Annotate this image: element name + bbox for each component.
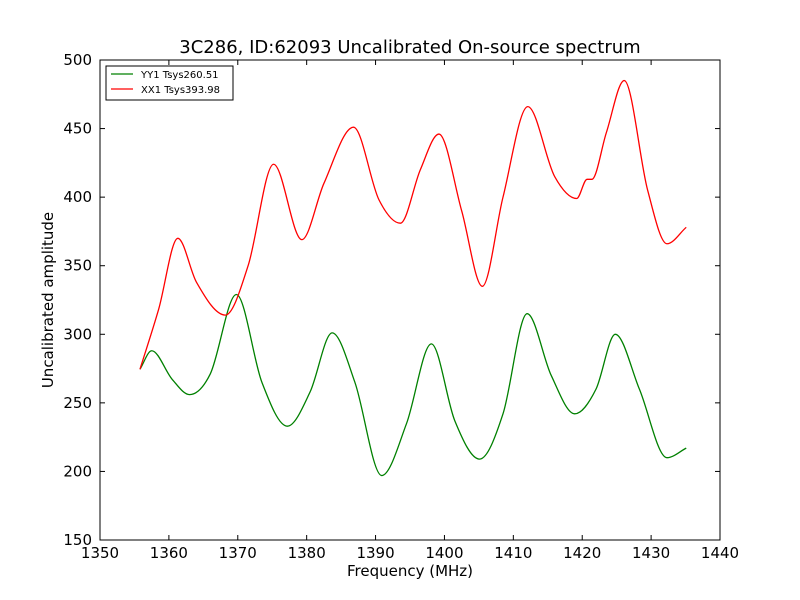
x-tick-label: 1360 (150, 544, 188, 562)
x-tick-label: 1420 (563, 544, 601, 562)
x-axis-label: Frequency (MHz) (347, 562, 473, 580)
series-line-yy1 (139, 293, 687, 477)
y-tick-label: 150 (63, 531, 92, 549)
x-tick-label: 1440 (701, 544, 739, 562)
y-tick-label: 300 (63, 325, 92, 343)
legend-label-yy1: YY1 Tsys260.51 (140, 70, 219, 81)
y-tick-label: 350 (63, 257, 92, 275)
y-tick-label: 250 (63, 394, 92, 412)
legend-label-xx1: XX1 Tsys393.98 (141, 85, 220, 96)
x-tick-label: 1430 (632, 544, 670, 562)
y-tick-label: 200 (63, 462, 92, 480)
x-tick-label: 1400 (425, 544, 463, 562)
y-tick-label: 450 (63, 120, 92, 138)
legend: YY1 Tsys260.51 XX1 Tsys393.98 (105, 65, 234, 101)
plot-frame (99, 59, 721, 541)
chart-title: 3C286, ID:62093 Uncalibrated On-source s… (179, 37, 640, 58)
x-tick-label: 1380 (288, 544, 326, 562)
plot-area (100, 60, 720, 540)
x-tick-label: 1390 (356, 544, 394, 562)
series-line-xx1 (139, 79, 687, 370)
x-tick-label: 1410 (494, 544, 532, 562)
y-axis-label: Uncalibrated amplitude (39, 212, 57, 388)
ticks-layer: 1350 1360 1370 1380 1390 1400 1410 1420 1430 1440… (63, 51, 739, 562)
y-tick-label: 500 (63, 51, 92, 69)
series-layer (139, 79, 687, 477)
y-tick-label: 400 (63, 188, 92, 206)
x-tick-label: 1370 (219, 544, 257, 562)
legend-box (105, 65, 234, 101)
x-tick-label: 1350 (81, 544, 119, 562)
